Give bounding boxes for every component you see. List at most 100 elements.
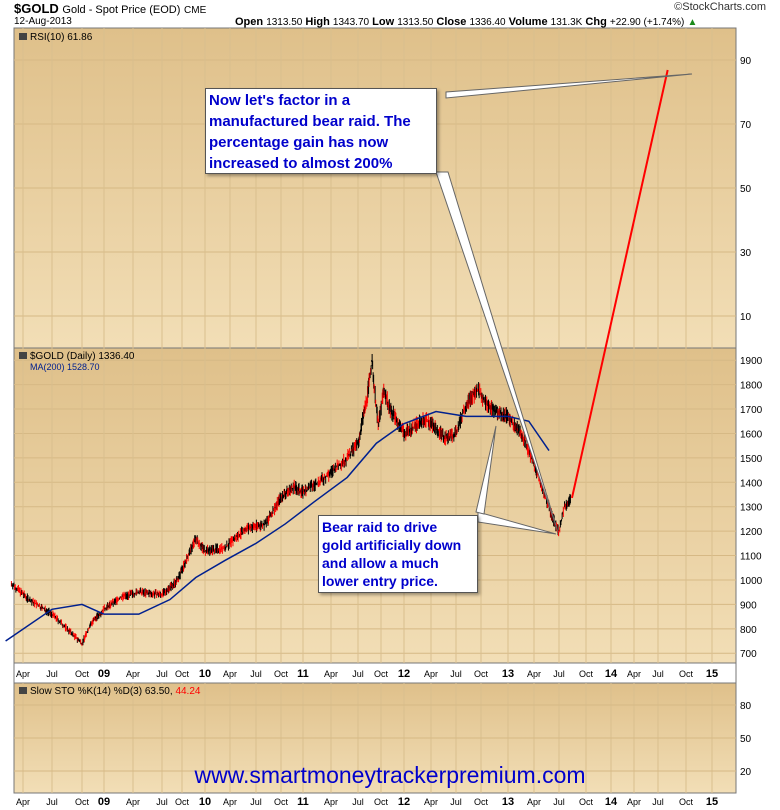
callout-top-line: percentage gain has now <box>209 134 389 151</box>
rsi-tick-label: 10 <box>740 312 752 323</box>
tick-labels: 10 30 50 70 90 700 800 900 1000 1100 1200 1300 1400 1… <box>16 56 763 808</box>
x-tick-label-bottom: Jul <box>652 797 664 807</box>
x-tick-label-bottom: Oct <box>374 797 389 807</box>
callout-bottom-line: gold artificially down <box>322 537 462 553</box>
x-tick-label: Apr <box>627 669 641 679</box>
price-tick-label: 1500 <box>740 454 763 465</box>
stoch-tick-label: 20 <box>740 767 752 778</box>
price-tick-label: 800 <box>740 625 757 636</box>
stoch-legend-k: Slow STO %K(14) %D(3) 63.50, <box>30 686 173 697</box>
price-legend-icon <box>19 352 27 359</box>
x-tick-label: Jul <box>652 669 664 679</box>
website-url: www.smartmoneytrackerpremium.com <box>194 762 586 788</box>
projection-line <box>570 69 669 499</box>
x-tick-label: Jul <box>450 669 462 679</box>
exchange-label: CME <box>184 5 207 16</box>
price-tick-label: 700 <box>740 649 757 660</box>
stoch-legend-icon <box>19 687 27 694</box>
x-tick-label: 11 <box>297 668 309 680</box>
x-tick-label: 09 <box>98 668 110 680</box>
x-tick-label: Oct <box>75 669 90 679</box>
x-tick-label: Jul <box>553 669 565 679</box>
callout-top-line: Now let's factor in a <box>209 92 351 109</box>
price-tick-label: 900 <box>740 600 757 611</box>
x-tick-label-bottom: 09 <box>98 796 110 808</box>
price-tick-label: 1100 <box>740 552 762 563</box>
x-tick-label-bottom: Apr <box>527 797 541 807</box>
x-tick-label: Apr <box>16 669 30 679</box>
volume-label: Volume <box>508 16 548 28</box>
x-tick-label: Apr <box>527 669 541 679</box>
x-tick-label: Jul <box>46 669 58 679</box>
callout-top-line: manufactured bear raid. The <box>209 113 411 130</box>
ma-legend: MA(200) 1528.70 <box>30 362 100 372</box>
x-tick-label: 13 <box>502 668 514 680</box>
low-label: Low <box>372 16 395 28</box>
high-label: High <box>305 16 330 28</box>
price-bars <box>10 353 571 646</box>
volume-value: 131.3K <box>550 17 583 28</box>
x-tick-label-bottom: Jul <box>450 797 462 807</box>
x-tick-label: Oct <box>374 669 389 679</box>
rsi-tick-label: 30 <box>740 248 752 259</box>
rsi-legend: RSI(10) 61.86 <box>30 32 93 43</box>
x-tick-label: Jul <box>352 669 364 679</box>
x-tick-label-bottom: Oct <box>175 797 190 807</box>
x-tick-label-bottom: 11 <box>297 796 309 808</box>
price-tick-label: 1000 <box>740 576 763 587</box>
x-tick-label: Oct <box>679 669 694 679</box>
x-tick-label-bottom: Oct <box>75 797 90 807</box>
x-tick-label-bottom: Apr <box>627 797 641 807</box>
price-tick-label: 1600 <box>740 429 763 440</box>
callout-top: Now let's factor in a manufactured bear … <box>205 88 437 174</box>
x-tick-label: 10 <box>199 668 211 680</box>
x-tick-label-bottom: 12 <box>398 796 410 808</box>
x-tick-label: Apr <box>324 669 338 679</box>
x-tick-label-bottom: Jul <box>46 797 58 807</box>
callout-bottom-line: lower entry price. <box>322 573 438 589</box>
x-tick-label-bottom: Apr <box>424 797 438 807</box>
x-tick-label-bottom: Oct <box>474 797 489 807</box>
x-tick-label-bottom: Oct <box>679 797 694 807</box>
stoch-tick-label: 50 <box>740 734 752 745</box>
x-tick-label-bottom: Jul <box>352 797 364 807</box>
callout-bottom-line: Bear raid to drive <box>322 519 438 535</box>
callout-top-pointer-lower <box>435 171 559 533</box>
callout-bottom-pointer-up <box>475 425 497 515</box>
x-tick-label-bottom: 14 <box>605 796 618 808</box>
x-tick-label-bottom: Jul <box>156 797 168 807</box>
rsi-tick-label: 50 <box>740 184 752 195</box>
low-value: 1313.50 <box>397 17 434 28</box>
price-tick-label: 1700 <box>740 405 763 416</box>
x-tick-label-bottom: Jul <box>250 797 262 807</box>
callout-top-pointer-upper <box>445 73 693 99</box>
rsi-tick-label: 70 <box>740 120 752 131</box>
price-tick-label: 1800 <box>740 381 763 392</box>
callout-bottom-line: and allow a much <box>322 555 439 571</box>
x-tick-label-bottom: 15 <box>706 796 718 808</box>
x-tick-label-bottom: 13 <box>502 796 514 808</box>
x-tick-label: Apr <box>223 669 237 679</box>
rsi-tick-label: 90 <box>740 56 752 67</box>
chart-header-left: $GOLD Gold - Spot Price (EOD) CME <box>14 1 206 16</box>
stoch-legend-d: 44.24 <box>175 686 200 697</box>
stockcharts-brand: ©StockCharts.com <box>674 1 766 13</box>
x-tick-label-bottom: Apr <box>16 797 30 807</box>
x-tick-label: 12 <box>398 668 410 680</box>
open-value: 1313.50 <box>266 17 303 28</box>
x-tick-label-bottom: Apr <box>126 797 140 807</box>
close-label: Close <box>436 16 467 28</box>
x-tick-label-bottom: Oct <box>579 797 594 807</box>
x-tick-label: Jul <box>250 669 262 679</box>
x-tick-label: Oct <box>175 669 190 679</box>
x-tick-label-bottom: Apr <box>223 797 237 807</box>
stoch-tick-label: 80 <box>740 701 752 712</box>
x-tick-label-bottom: Oct <box>274 797 289 807</box>
x-tick-label: 15 <box>706 668 718 680</box>
description-label: Gold - Spot Price (EOD) <box>62 4 181 16</box>
price-tick-label: 1900 <box>740 356 763 367</box>
high-value: 1343.70 <box>332 17 370 28</box>
price-tick-label: 1300 <box>740 503 763 514</box>
ma200-line <box>5 410 550 642</box>
x-tick-label: Jul <box>156 669 168 679</box>
